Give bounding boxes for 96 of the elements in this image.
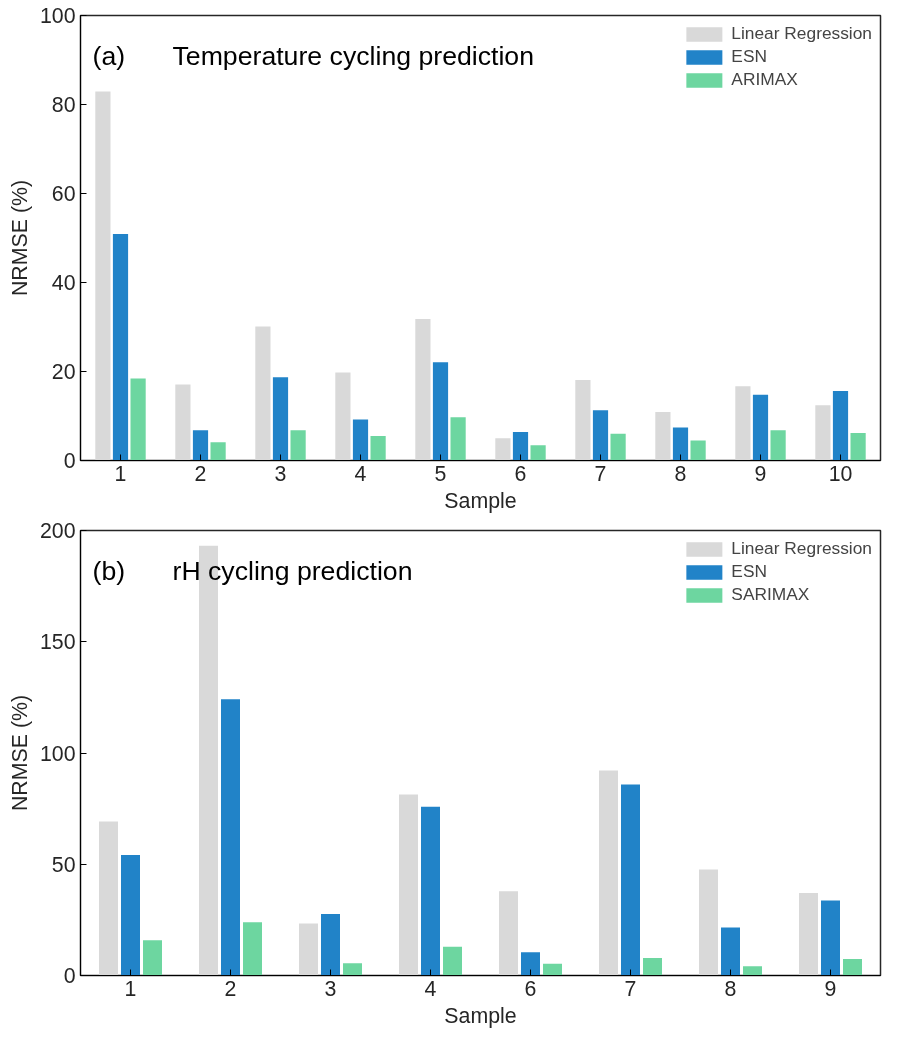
bar — [421, 806, 440, 976]
y-axis-title: NRMSE (%) — [7, 179, 32, 297]
x-tick-label: 2 — [194, 461, 207, 486]
x-axis-title: Sample — [444, 488, 517, 513]
annotation: (b) — [92, 555, 126, 586]
bar — [850, 432, 866, 461]
bar — [815, 405, 831, 461]
bar — [592, 410, 609, 461]
y-tick-label: 50 — [51, 852, 76, 877]
y-tick-label: 150 — [39, 630, 76, 655]
bar — [530, 445, 546, 461]
legend-label: Linear Regression — [731, 23, 872, 44]
bar — [255, 326, 271, 461]
x-tick-label: 4 — [354, 461, 367, 486]
bar — [343, 963, 362, 976]
bar — [221, 699, 240, 976]
bar — [699, 869, 718, 976]
y-tick-label: 20 — [51, 360, 76, 384]
bar — [112, 233, 129, 461]
bar — [643, 957, 662, 976]
bar — [272, 377, 289, 461]
y-tick-label: 100 — [39, 4, 76, 28]
x-tick-label: 3 — [324, 976, 337, 1001]
bar — [690, 440, 706, 461]
x-tick-label: 9 — [824, 976, 837, 1001]
x-tick-label: 10 — [828, 461, 853, 486]
x-tick-label: 8 — [674, 461, 687, 486]
bar — [321, 914, 340, 976]
text: rH cycling prediction — [172, 555, 413, 586]
text: Temperature cycling prediction — [172, 40, 535, 71]
bar — [370, 436, 386, 461]
bar — [821, 900, 840, 976]
bar — [352, 419, 369, 461]
bar — [721, 927, 740, 976]
bar — [143, 940, 162, 976]
x-tick-label: 9 — [754, 461, 767, 486]
x-tick-label: 1 — [114, 461, 127, 486]
y-axis-title: NRMSE (%) — [7, 694, 32, 812]
bar — [432, 362, 449, 461]
x-tick-label: 3 — [274, 461, 287, 486]
bar — [752, 394, 769, 461]
legend-label: SARIMAX — [731, 584, 810, 605]
bar — [599, 770, 618, 976]
bar — [521, 952, 540, 976]
bar — [450, 417, 466, 461]
x-tick-label: 6 — [514, 461, 527, 486]
bar — [743, 966, 762, 976]
bar — [495, 438, 511, 461]
y-tick-label: 200 — [39, 519, 76, 543]
x-tick-label: 6 — [524, 976, 537, 1001]
x-tick-label: 7 — [594, 461, 607, 486]
x-axis-title: Sample — [444, 1003, 517, 1028]
bar — [575, 379, 591, 461]
bar — [399, 794, 418, 976]
x-tick-label: 5 — [434, 461, 447, 486]
bar — [610, 433, 626, 461]
x-tick-label: 8 — [724, 976, 737, 1001]
bar — [832, 391, 849, 461]
legend-label: ESN — [731, 46, 767, 67]
bar — [443, 946, 462, 976]
legend-label: ESN — [731, 561, 767, 582]
x-tick-label: 2 — [224, 976, 237, 1001]
y-tick-label: 0 — [63, 964, 76, 988]
bar — [192, 430, 209, 461]
x-tick-label: 7 — [624, 976, 637, 1001]
bar — [770, 430, 786, 461]
bar — [130, 378, 146, 461]
bar — [299, 923, 318, 976]
y-tick-label: 60 — [51, 182, 76, 206]
bar — [415, 318, 431, 461]
bar — [672, 427, 689, 461]
y-tick-label: 100 — [39, 741, 76, 766]
annotation: (a) — [92, 40, 126, 71]
bar — [290, 430, 306, 461]
bar — [210, 442, 226, 461]
bar — [735, 386, 751, 461]
bar — [243, 922, 262, 976]
y-tick-label: 0 — [63, 449, 76, 473]
y-tick-label: 40 — [51, 271, 76, 295]
legend-label: ARIMAX — [731, 69, 798, 90]
bar — [621, 784, 640, 976]
x-tick-label: 1 — [124, 976, 137, 1001]
y-tick-label: 80 — [51, 93, 76, 117]
bar — [499, 891, 518, 976]
bar — [512, 432, 529, 461]
legend-label: Linear Regression — [731, 538, 872, 559]
bar — [843, 959, 862, 976]
bar — [95, 91, 111, 461]
x-tick-label: 4 — [424, 976, 437, 1001]
bar — [175, 384, 191, 461]
bar — [543, 963, 562, 976]
bar — [655, 411, 671, 461]
bar — [799, 892, 818, 976]
bar — [335, 372, 351, 461]
bar — [121, 854, 140, 976]
bar — [99, 821, 118, 976]
